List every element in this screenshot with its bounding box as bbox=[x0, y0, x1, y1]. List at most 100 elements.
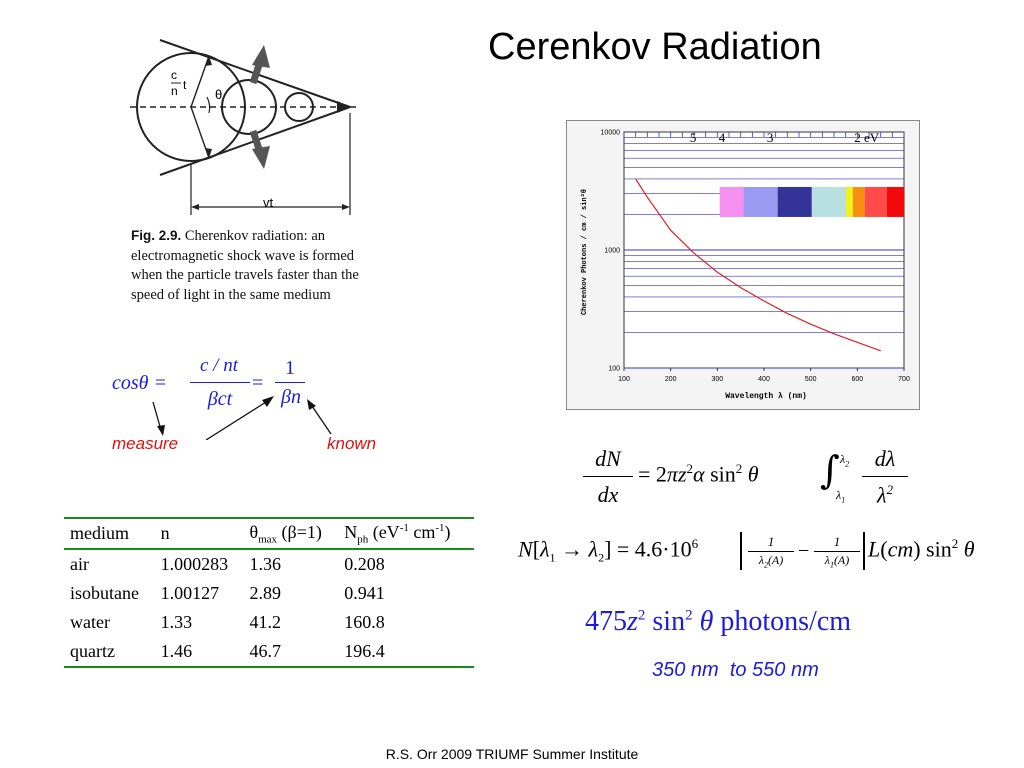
spectrum-band bbox=[777, 186, 812, 217]
table-header-row: medium n θmax (β=1) Nph (eV-1 cm-1) bbox=[64, 518, 474, 549]
cos-formula-lhs: cosθ = bbox=[112, 372, 167, 394]
fraction-bar-2 bbox=[275, 382, 305, 383]
chart-series-line bbox=[635, 178, 881, 352]
cell-theta-max: 41.2 bbox=[249, 612, 281, 632]
eq-n-frac2-den: λ1(A) bbox=[824, 553, 850, 570]
measure-label: measure bbox=[112, 434, 179, 453]
chart-xlabel: Wavelength λ (nm) bbox=[725, 392, 807, 401]
label-n: n bbox=[171, 84, 178, 98]
cos-formula-den2: βn bbox=[281, 386, 301, 408]
chart-y-tick-label: 1000 bbox=[604, 248, 620, 255]
chart-x-tick-label: 600 bbox=[851, 376, 863, 383]
cell-nph: 160.8 bbox=[344, 612, 385, 632]
header-medium: medium bbox=[70, 523, 129, 543]
chart-x-tick-label: 400 bbox=[758, 376, 770, 383]
chart-ylabel: Cherenkov Photons / cm / sin²θ bbox=[581, 189, 589, 315]
figure-caption: Fig. 2.9. Cherenkov radiation: an electr… bbox=[131, 226, 366, 305]
cell-n: 1.46 bbox=[160, 641, 193, 661]
cherenkov-cone-diagram: c n t θ vt bbox=[130, 39, 360, 215]
header-nph: Nph (eV-1 cm-1) bbox=[344, 521, 451, 546]
wavelength-chart: 100 200 300 400 500 600 700 100 1000 10000 5 4 3 2 e… bbox=[581, 130, 910, 402]
chart-y-tick-label: 100 bbox=[608, 366, 620, 373]
label-vt: vt bbox=[263, 195, 274, 210]
eq-n-tail: L(cm) sin2 θ bbox=[868, 536, 975, 562]
wavelength-range: 350 nm to 550 nm bbox=[652, 659, 819, 681]
chart-y-tick-label: 10000 bbox=[601, 130, 621, 137]
cell-nph: 0.941 bbox=[344, 583, 385, 603]
eq-dn: dN bbox=[595, 446, 621, 471]
eq-fraction-bar bbox=[583, 476, 633, 477]
spectrum-band bbox=[886, 186, 904, 217]
eq-dx: dx bbox=[597, 482, 619, 507]
eq-n-frac1-bar bbox=[748, 551, 794, 552]
eq-upper-limit: λ2 bbox=[840, 452, 850, 469]
label-c: c bbox=[171, 68, 177, 82]
eq-lambda2: λ2 bbox=[876, 482, 894, 508]
cell-medium: water bbox=[70, 612, 110, 632]
medium-table: medium n θmax (β=1) Nph (eV-1 cm-1) air … bbox=[64, 517, 474, 668]
chart-energy-label: 4 bbox=[719, 130, 726, 145]
cos-formula-den1: βct bbox=[207, 388, 233, 410]
cell-theta-max: 46.7 bbox=[249, 641, 281, 661]
chart-energy-labels: 5 4 3 2 eV bbox=[690, 130, 880, 145]
eq-n-lambda: N[λ1 → λ2] = 4.6·106 bbox=[518, 536, 699, 565]
spectrum-band bbox=[852, 186, 865, 217]
eq-n-frac2-num: 1 bbox=[833, 534, 841, 549]
caption-fig-label: Fig. 2.9. bbox=[131, 228, 182, 243]
cell-theta-max: 2.89 bbox=[249, 583, 281, 603]
label-theta: θ bbox=[215, 87, 222, 102]
eq-n-frac1-den: λ2(A) bbox=[758, 553, 784, 570]
eq-bracket-left bbox=[740, 532, 742, 570]
slide-title: Cerenkov Radiation bbox=[488, 26, 822, 68]
cos-formula-num1: c / nt bbox=[200, 355, 238, 376]
chart-energy-label: 3 bbox=[767, 130, 774, 145]
cell-medium: isobutane bbox=[70, 583, 139, 603]
cos-formula-eq2: = bbox=[252, 372, 264, 394]
chart-x-tick-label: 200 bbox=[665, 376, 677, 383]
eq-n-frac1-num: 1 bbox=[767, 534, 775, 549]
chart-x-tick-label: 700 bbox=[898, 376, 910, 383]
eq-dlambda: dλ bbox=[874, 446, 896, 471]
spectrum-band bbox=[845, 186, 853, 217]
chart-x-tick-label: 300 bbox=[711, 376, 723, 383]
eq-minus: − bbox=[798, 540, 810, 562]
chart-grid bbox=[623, 131, 905, 371]
fraction-bar-1 bbox=[190, 382, 250, 383]
cell-theta-max: 1.36 bbox=[249, 554, 281, 574]
cell-nph: 0.208 bbox=[344, 554, 385, 574]
eq-integral-sign: ∫ bbox=[820, 448, 840, 492]
cell-medium: air bbox=[70, 554, 89, 574]
cell-nph: 196.4 bbox=[344, 641, 385, 661]
chart-energy-label: 2 eV bbox=[854, 130, 880, 145]
eq-rhs: = 2πz2α sin2 θ bbox=[638, 461, 759, 487]
cell-n: 1.000283 bbox=[160, 554, 229, 574]
caption-text: Cherenkov radiation: an electromagnetic … bbox=[131, 228, 359, 303]
spectrum-band bbox=[719, 186, 744, 217]
cell-n: 1.33 bbox=[160, 612, 193, 632]
table-row: quartz 1.46 46.7 196.4 bbox=[64, 637, 474, 667]
label-t: t bbox=[183, 78, 187, 92]
cell-n: 1.00127 bbox=[160, 583, 220, 603]
cell-medium: quartz bbox=[70, 641, 115, 661]
eq-lower-limit: λ1 bbox=[836, 488, 846, 505]
header-theta-max: θmax (β=1) bbox=[249, 521, 322, 546]
annotation-arrows bbox=[152, 396, 332, 440]
eq-fraction-bar-2 bbox=[862, 476, 908, 477]
table-row: water 1.33 41.2 160.8 bbox=[64, 608, 474, 637]
chart-ticks: 100 200 300 400 500 600 700 100 1000 10000 bbox=[601, 130, 910, 384]
chart-x-tick-label: 500 bbox=[805, 376, 817, 383]
chart-series bbox=[635, 178, 881, 352]
chart-x-tick-label: 100 bbox=[618, 376, 630, 383]
cos-formula-num2: 1 bbox=[285, 357, 295, 379]
eq-n-frac2-bar bbox=[814, 551, 860, 552]
eq-photons: 475z2 sin2 θ photons/cm bbox=[585, 606, 852, 637]
chart-spectrum bbox=[719, 186, 904, 217]
known-label: known bbox=[327, 434, 377, 453]
chart-energy-label: 5 bbox=[690, 130, 697, 145]
eq-bracket-right bbox=[863, 532, 865, 570]
spectrum-band bbox=[864, 186, 887, 217]
table-row: air 1.000283 1.36 0.208 bbox=[64, 549, 474, 579]
table-row: isobutane 1.00127 2.89 0.941 bbox=[64, 579, 474, 608]
spectrum-band bbox=[811, 186, 846, 217]
slide-footer: R.S. Orr 2009 TRIUMF Summer Institute bbox=[385, 746, 639, 762]
